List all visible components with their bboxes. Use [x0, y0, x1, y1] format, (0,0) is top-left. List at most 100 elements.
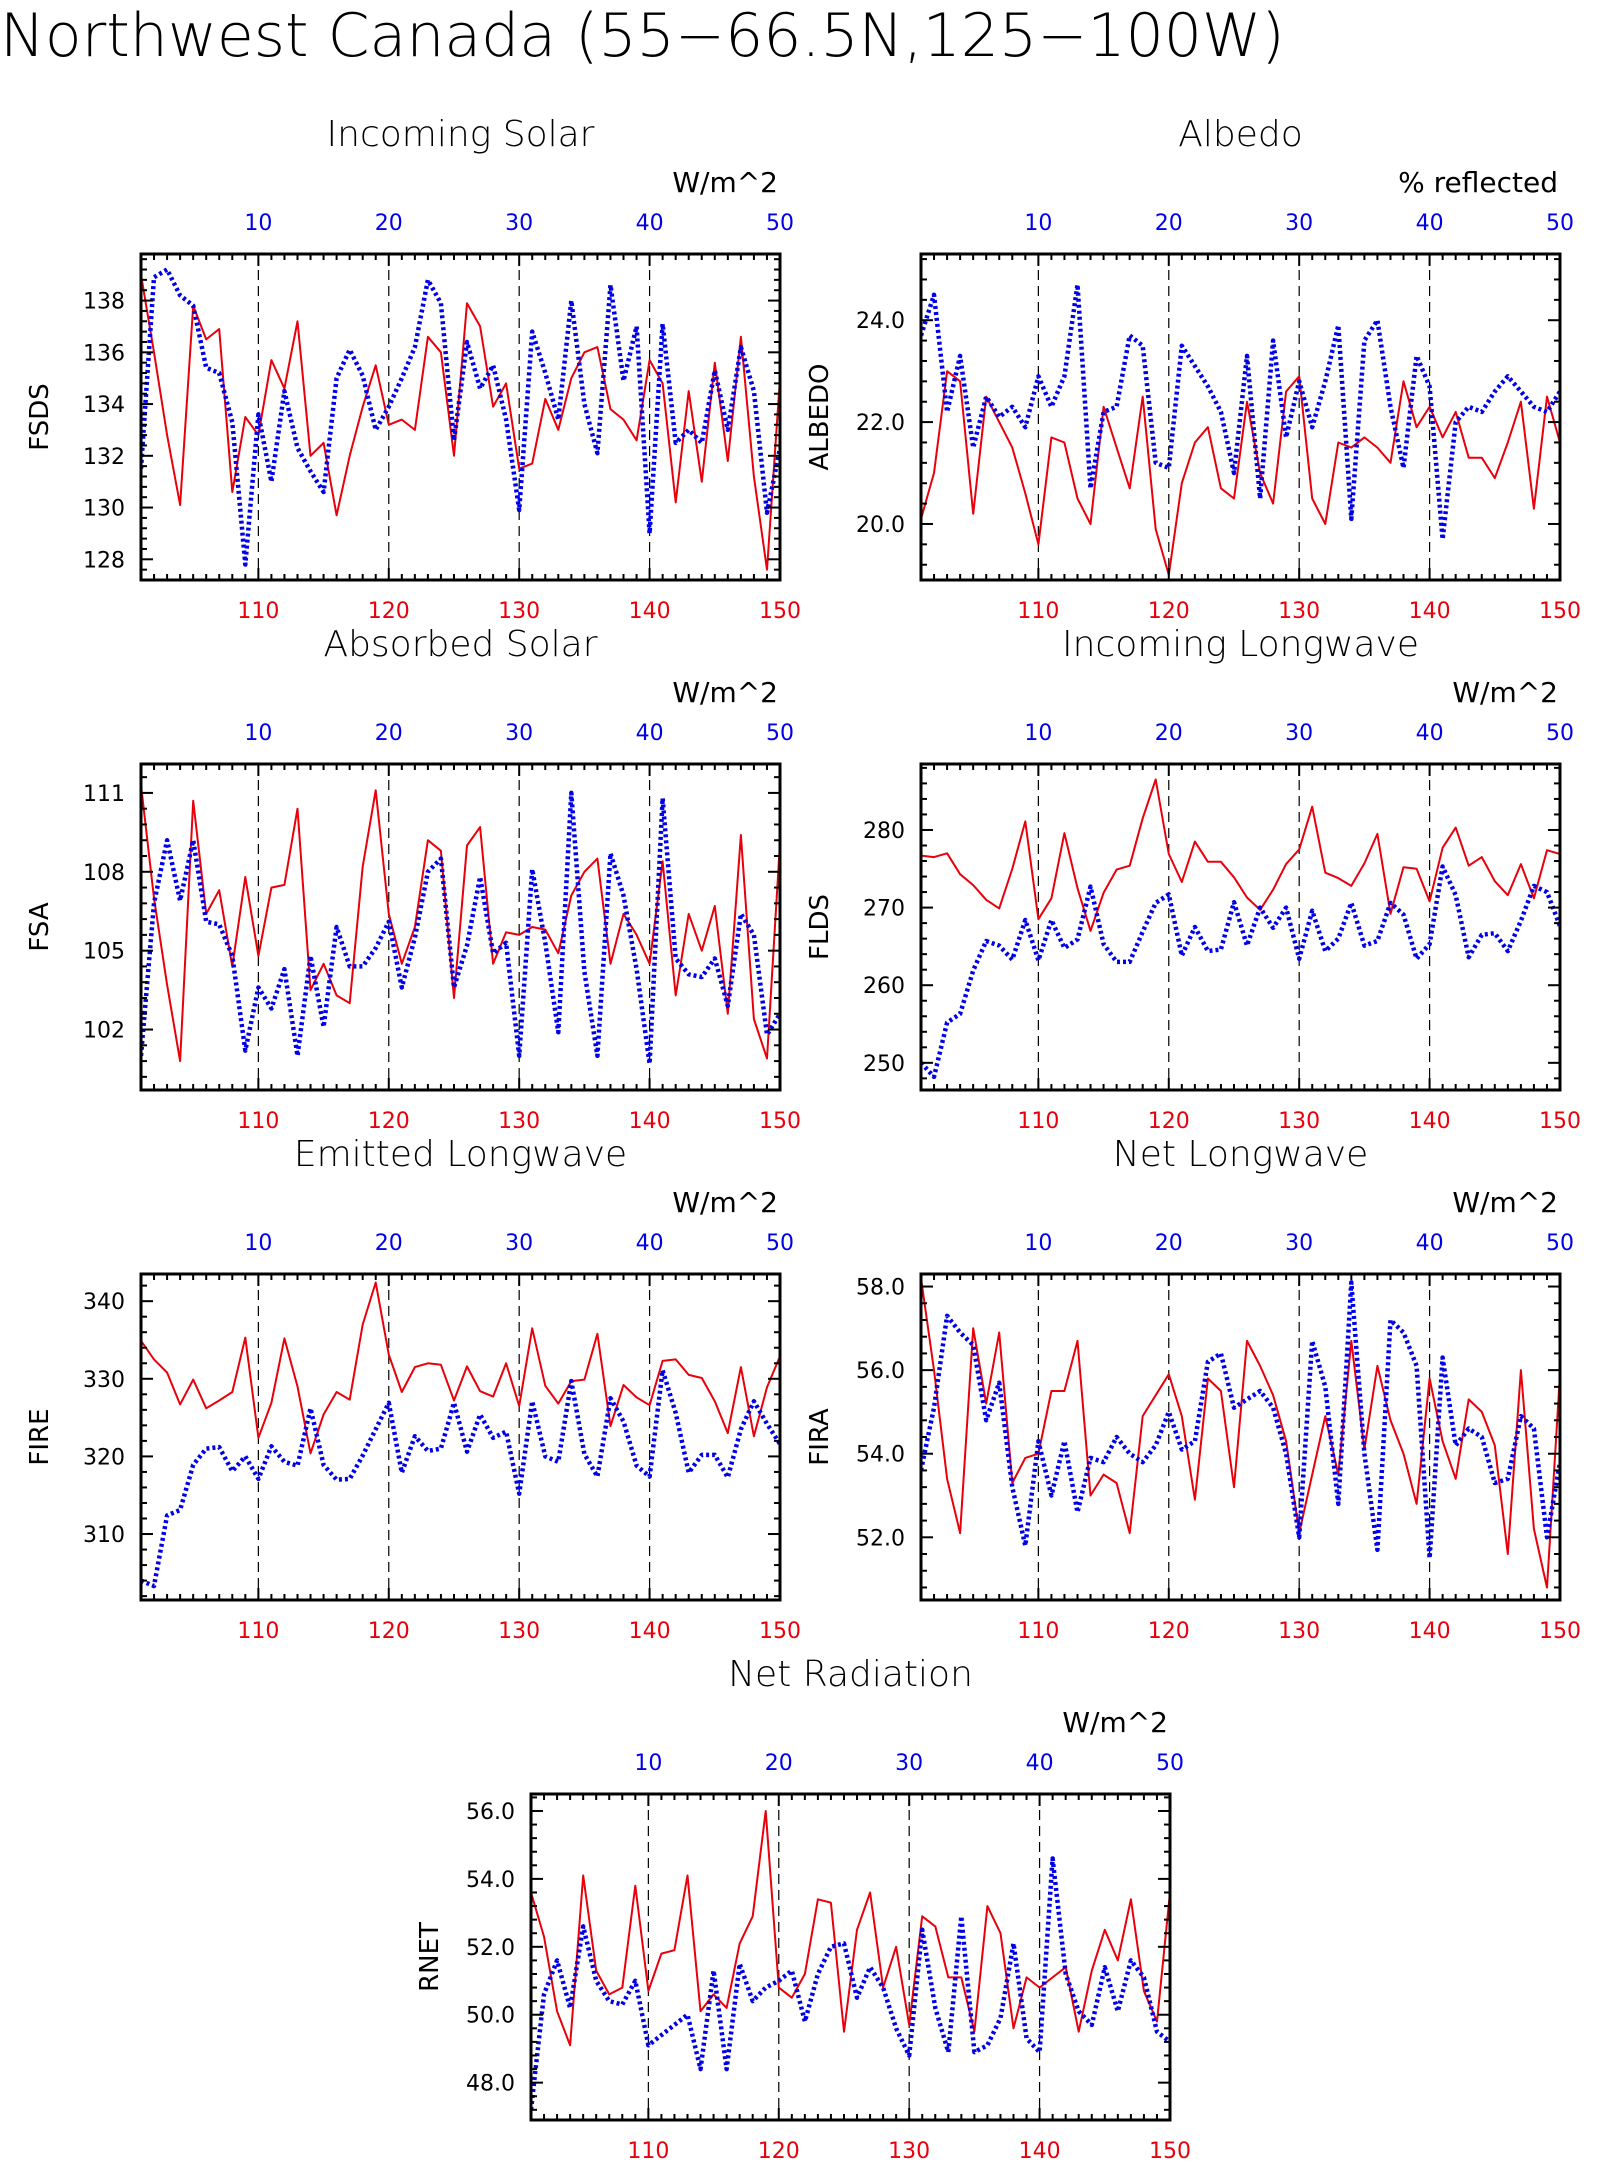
units-label: W/m^2 [1062, 1706, 1168, 1739]
x-tick-label-top: 10 [1024, 1231, 1052, 1256]
y-tick-label: 330 [83, 1368, 125, 1393]
x-tick-label-bottom: 130 [1278, 599, 1320, 624]
plot-frame [139, 252, 782, 582]
y-tick-label: 260 [863, 974, 905, 999]
y-tick-label: 128 [83, 548, 125, 573]
y-axis-label: FIRA [805, 1408, 835, 1466]
y-tick-label: 52.0 [856, 1526, 905, 1551]
x-tick-label-top: 20 [375, 1231, 403, 1256]
y-axis-label: FSDS [25, 383, 55, 451]
y-axis-label: ALBEDO [805, 363, 835, 470]
x-tick-label-top: 10 [1024, 211, 1052, 236]
units-label: W/m^2 [672, 676, 778, 709]
x-tick-label-bottom: 150 [1539, 1109, 1581, 1134]
chart-title: Incoming Longwave [1062, 624, 1419, 665]
chart-svg-fsds: Incoming Solar W/m^2 FSDS 110 120 130 140 150 10… [25, 114, 801, 624]
x-tick-label-bottom: 130 [888, 2139, 930, 2164]
x-tick-label-top: 30 [1285, 1231, 1313, 1256]
x-tick-label-bottom: 150 [759, 599, 801, 624]
units-label: % reflected [1398, 166, 1558, 199]
x-tick-label-bottom: 110 [237, 1619, 279, 1644]
x-tick-label-bottom: 110 [237, 1109, 279, 1134]
x-tick-label-bottom: 120 [1148, 1619, 1190, 1644]
x-tick-label-bottom: 150 [759, 1109, 801, 1134]
y-tick-label: 310 [83, 1523, 125, 1548]
x-tick-label-top: 40 [1416, 211, 1444, 236]
x-tick-label-bottom: 130 [498, 1109, 540, 1134]
series-line-red-solid [921, 778, 1560, 932]
x-tick-label-bottom: 150 [1539, 599, 1581, 624]
x-tick-label-bottom: 130 [498, 1619, 540, 1644]
y-axis-label: FSA [25, 902, 55, 951]
units-label: W/m^2 [1452, 676, 1558, 709]
plot-frame [919, 1272, 1562, 1602]
x-tick-label-bottom: 120 [758, 2139, 800, 2164]
x-tick-label-top: 10 [244, 721, 272, 746]
units-label: W/m^2 [672, 1186, 778, 1219]
y-tick-label: 54.0 [856, 1443, 905, 1468]
series-line-blue-dotted [531, 1856, 1170, 2111]
series-line-red-solid [921, 1278, 1560, 1589]
series-line-red-solid [531, 1810, 1170, 2047]
x-tick-label-top: 40 [636, 1231, 664, 1256]
chart-panel-fira: Net Longwave W/m^2 FIRA 110 120 130 140 150 10 20… [780, 1130, 1586, 1650]
chart-panel-rnet: Net Radiation W/m^2 RNET 110 120 130 140 150 10 2… [390, 1650, 1196, 2170]
x-tick-label-bottom: 110 [627, 2139, 669, 2164]
x-tick-label-top: 10 [1024, 721, 1052, 746]
x-tick-label-top: 20 [1155, 721, 1183, 746]
y-tick-label: 22.0 [856, 411, 905, 436]
series-line-blue-dotted [921, 864, 1560, 1080]
y-tick-label: 280 [863, 819, 905, 844]
chart-title: Net Radiation [728, 1654, 973, 1695]
y-tick-label: 58.0 [856, 1276, 905, 1301]
page-title: Northwest Canada (55−66.5N,125−100W) [0, 1, 1285, 71]
x-tick-label-top: 30 [505, 721, 533, 746]
chart-svg-fira: Net Longwave W/m^2 FIRA 110 120 130 140 150 10 20… [805, 1134, 1581, 1644]
x-tick-label-bottom: 150 [1539, 1619, 1581, 1644]
x-tick-label-bottom: 140 [629, 1619, 671, 1644]
x-tick-label-bottom: 120 [368, 1109, 410, 1134]
y-tick-label: 102 [83, 1019, 125, 1044]
chart-panel-albedo: Albedo % reflected ALBEDO 110 120 130 140 150 10… [780, 110, 1586, 630]
x-tick-label-top: 50 [766, 1231, 794, 1256]
y-tick-label: 270 [863, 897, 905, 922]
y-tick-label: 20.0 [856, 513, 905, 538]
x-tick-label-top: 40 [636, 721, 664, 746]
x-tick-label-top: 40 [1026, 1751, 1054, 1776]
x-tick-label-top: 20 [375, 721, 403, 746]
x-tick-label-top: 50 [1546, 721, 1574, 746]
y-tick-label: 138 [83, 290, 125, 315]
y-tick-label: 105 [83, 940, 125, 965]
series-line-red-solid [141, 274, 780, 571]
y-tick-label: 50.0 [466, 2004, 515, 2029]
y-axis-label: RNET [415, 1922, 445, 1992]
x-tick-label-top: 50 [766, 721, 794, 746]
plot-frame [529, 1792, 1172, 2122]
y-tick-label: 132 [83, 445, 125, 470]
series-line-blue-dotted [141, 267, 780, 567]
y-tick-label: 250 [863, 1052, 905, 1077]
y-tick-label: 56.0 [856, 1359, 905, 1384]
y-tick-label: 130 [83, 497, 125, 522]
x-tick-label-bottom: 130 [1278, 1619, 1320, 1644]
x-tick-label-bottom: 110 [1017, 599, 1059, 624]
x-tick-label-bottom: 130 [498, 599, 540, 624]
chart-title: Absorbed Solar [323, 624, 597, 665]
y-tick-label: 340 [83, 1290, 125, 1315]
x-tick-label-top: 50 [766, 211, 794, 236]
units-label: W/m^2 [1452, 1186, 1558, 1219]
series-line-blue-dotted [141, 790, 780, 1066]
x-tick-label-top: 50 [1546, 1231, 1574, 1256]
x-tick-label-top: 30 [505, 211, 533, 236]
y-tick-label: 320 [83, 1445, 125, 1470]
x-tick-label-top: 30 [1285, 721, 1313, 746]
y-axis-label: FLDS [805, 894, 835, 960]
chart-title: Emitted Longwave [294, 1134, 627, 1175]
x-tick-label-bottom: 140 [1409, 1109, 1451, 1134]
x-tick-label-bottom: 120 [368, 599, 410, 624]
y-tick-label: 48.0 [466, 2072, 515, 2097]
series-line-red-solid [141, 1281, 780, 1455]
x-tick-label-top: 30 [1285, 211, 1313, 236]
